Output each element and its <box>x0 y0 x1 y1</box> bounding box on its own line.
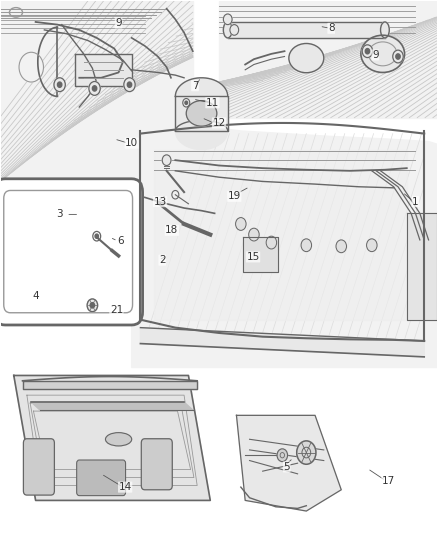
Text: 6: 6 <box>117 236 124 246</box>
Circle shape <box>223 14 232 25</box>
Circle shape <box>124 78 135 92</box>
Polygon shape <box>407 213 437 320</box>
Polygon shape <box>14 375 210 500</box>
Polygon shape <box>1 1 193 181</box>
Polygon shape <box>22 381 197 389</box>
Circle shape <box>277 449 288 462</box>
Text: 3: 3 <box>57 209 63 220</box>
Text: 1: 1 <box>412 197 419 207</box>
Circle shape <box>89 82 100 95</box>
Text: 9: 9 <box>372 50 378 60</box>
Text: 13: 13 <box>153 197 167 207</box>
Polygon shape <box>132 128 437 368</box>
Circle shape <box>367 239 377 252</box>
Text: 12: 12 <box>212 118 226 128</box>
Polygon shape <box>31 402 193 410</box>
Ellipse shape <box>223 22 232 38</box>
FancyBboxPatch shape <box>23 439 54 495</box>
Polygon shape <box>175 131 228 150</box>
Circle shape <box>365 49 370 54</box>
Circle shape <box>236 217 246 230</box>
Circle shape <box>54 78 65 92</box>
Circle shape <box>90 303 95 308</box>
Circle shape <box>336 240 346 253</box>
Circle shape <box>19 52 43 82</box>
Text: 4: 4 <box>32 290 39 301</box>
Text: 19: 19 <box>228 191 241 201</box>
Ellipse shape <box>361 35 405 72</box>
Circle shape <box>301 239 311 252</box>
Polygon shape <box>175 78 228 96</box>
Text: 11: 11 <box>206 98 219 108</box>
Text: 2: 2 <box>159 255 166 265</box>
Circle shape <box>185 101 187 104</box>
Text: 21: 21 <box>110 305 123 315</box>
Text: 5: 5 <box>283 462 290 472</box>
Polygon shape <box>141 328 424 357</box>
Text: 14: 14 <box>119 482 132 492</box>
Polygon shape <box>237 415 341 511</box>
Circle shape <box>87 299 98 312</box>
Circle shape <box>57 82 62 87</box>
Circle shape <box>393 50 403 63</box>
FancyBboxPatch shape <box>77 460 126 496</box>
Polygon shape <box>243 237 278 272</box>
Circle shape <box>362 45 373 58</box>
Circle shape <box>162 155 171 165</box>
Text: 7: 7 <box>192 81 198 91</box>
Circle shape <box>92 86 97 91</box>
Text: 15: 15 <box>247 252 260 262</box>
Polygon shape <box>175 96 228 131</box>
FancyBboxPatch shape <box>0 179 143 325</box>
Circle shape <box>95 234 99 238</box>
Circle shape <box>297 441 316 464</box>
Polygon shape <box>228 22 385 38</box>
Polygon shape <box>219 1 437 118</box>
Ellipse shape <box>186 101 217 126</box>
Text: 18: 18 <box>165 225 178 236</box>
FancyBboxPatch shape <box>141 439 172 490</box>
Text: 8: 8 <box>328 23 335 34</box>
FancyBboxPatch shape <box>4 190 133 313</box>
Circle shape <box>266 236 277 249</box>
Circle shape <box>230 25 239 35</box>
Circle shape <box>127 82 132 87</box>
Ellipse shape <box>289 44 324 72</box>
Text: 10: 10 <box>125 138 138 148</box>
Text: 9: 9 <box>115 18 122 28</box>
Circle shape <box>396 54 400 59</box>
Text: 17: 17 <box>382 476 395 486</box>
Polygon shape <box>75 54 132 86</box>
Ellipse shape <box>106 433 132 446</box>
Polygon shape <box>153 150 407 320</box>
Ellipse shape <box>381 22 389 38</box>
Circle shape <box>249 228 259 241</box>
